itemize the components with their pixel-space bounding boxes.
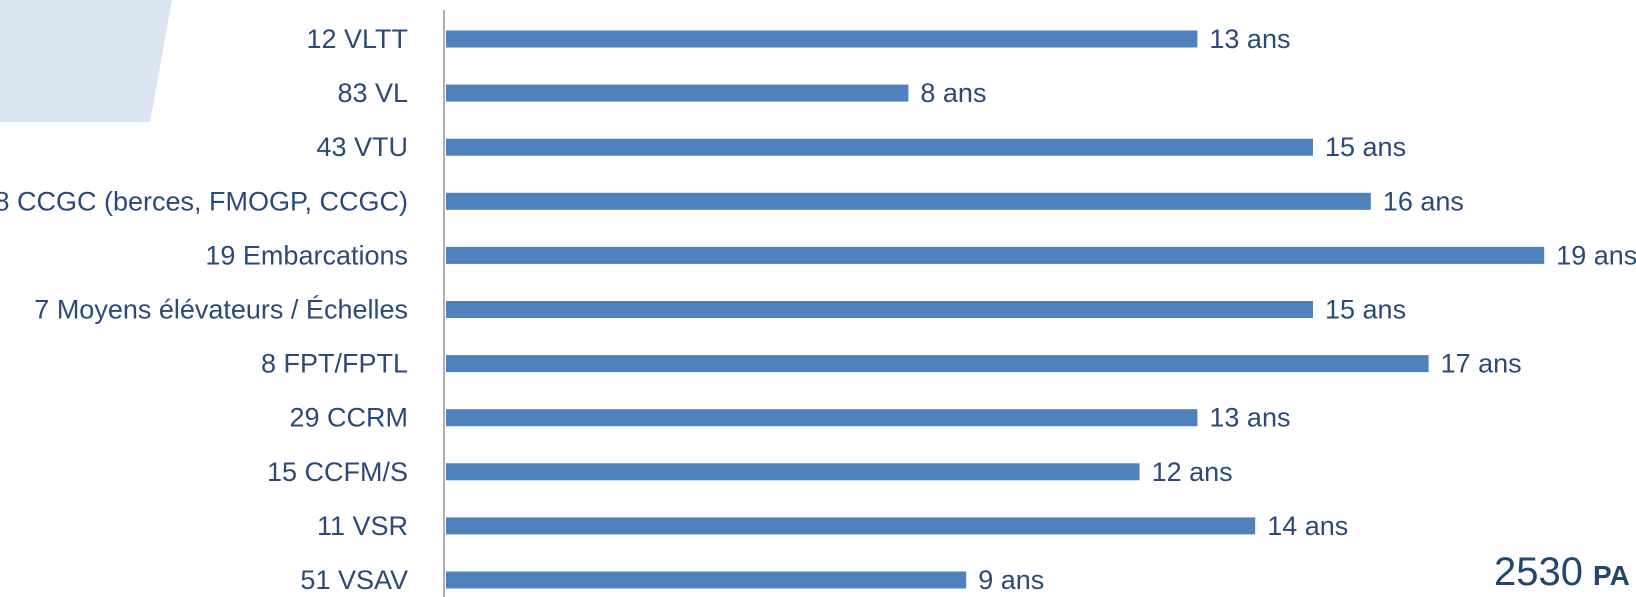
bar — [446, 571, 967, 589]
category-label: 8 CCGC (berces, FMOGP, CCGC) — [0, 186, 408, 216]
category-label: 15 CCFM/S — [267, 457, 408, 487]
category-label: 29 CCRM — [289, 403, 408, 433]
corner-number: 2530 — [1494, 550, 1583, 594]
decorative-shape — [0, 0, 172, 122]
bar — [446, 355, 1429, 373]
bars-group — [446, 30, 1545, 589]
value-label: 16 ans — [1383, 186, 1464, 216]
category-label: 19 Embarcations — [205, 240, 408, 270]
value-label: 8 ans — [920, 78, 986, 108]
bar — [446, 301, 1313, 318]
bar — [446, 30, 1198, 48]
value-label: 15 ans — [1325, 295, 1406, 325]
category-label: 12 VLTT — [306, 24, 408, 54]
category-label: 43 VTU — [316, 132, 408, 162]
value-label: 17 ans — [1441, 349, 1522, 379]
value-label: 15 ans — [1325, 132, 1406, 162]
value-label: 13 ans — [1209, 403, 1290, 433]
bar — [446, 138, 1313, 156]
value-labels-group: 13 ans 8 ans 15 ans 16 ans 19 ans 15 ans 17 an… — [920, 24, 1636, 595]
corner-word: PA — [1592, 560, 1630, 591]
bar — [446, 84, 909, 102]
corner-caption: 2530 PA — [1494, 552, 1630, 592]
category-label: 8 FPT/FPTL — [261, 349, 408, 379]
category-label: 7 Moyens élévateurs / Échelles — [34, 295, 408, 325]
category-labels-group: 12 VLTT 83 VL 43 VTU 8 CCGC (berces, FMOGP,… — [0, 24, 408, 595]
value-label: 19 ans — [1556, 240, 1636, 270]
bar — [446, 463, 1140, 481]
value-label: 12 ans — [1152, 457, 1233, 487]
value-label: 14 ans — [1267, 511, 1348, 541]
bar — [446, 246, 1545, 264]
category-label: 51 VSAV — [300, 565, 408, 595]
category-label: 11 VSR — [317, 511, 408, 541]
category-label: 83 VL — [337, 78, 408, 108]
value-label: 13 ans — [1209, 24, 1290, 54]
bar — [446, 192, 1371, 210]
bar — [446, 409, 1198, 427]
bar — [446, 517, 1256, 535]
value-label: 9 ans — [978, 565, 1044, 595]
